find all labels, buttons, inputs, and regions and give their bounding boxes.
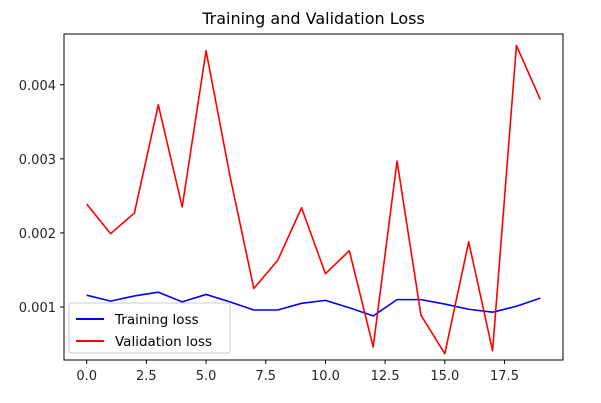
series-line-validation-loss [86, 44, 542, 355]
x-tick-label: 2.5 [136, 369, 157, 384]
y-tick-label: 0.003 [19, 153, 56, 168]
legend-label-validation-loss: Validation loss [115, 334, 212, 350]
chart-title: Training and Validation Loss [201, 9, 425, 28]
x-tick-label: 15.0 [430, 369, 459, 384]
plot-frame [63, 33, 564, 361]
x-tick-label: 17.5 [490, 369, 519, 384]
x-tick-label: 10.0 [311, 369, 340, 384]
legend-box [68, 302, 231, 354]
series-layer [86, 44, 542, 355]
x-tick-label: 0.0 [76, 369, 97, 384]
y-axis: 0.001 0.002 0.003 0.004 [19, 79, 64, 316]
y-tick-label: 0.001 [19, 301, 56, 316]
x-tick-label: 12.5 [371, 369, 400, 384]
x-tick-label: 5.0 [196, 369, 217, 384]
x-axis: 0.0 2.5 5.0 7.5 10.0 12.5 15.0 17.5 [76, 360, 519, 384]
x-tick-label: 7.5 [255, 369, 276, 384]
legend-label-training-loss: Training loss [114, 312, 199, 328]
y-tick-label: 0.002 [19, 227, 56, 242]
legend: Training loss Validation loss [68, 302, 231, 354]
y-tick-label: 0.004 [19, 79, 56, 94]
series-line-training-loss [86, 291, 541, 317]
